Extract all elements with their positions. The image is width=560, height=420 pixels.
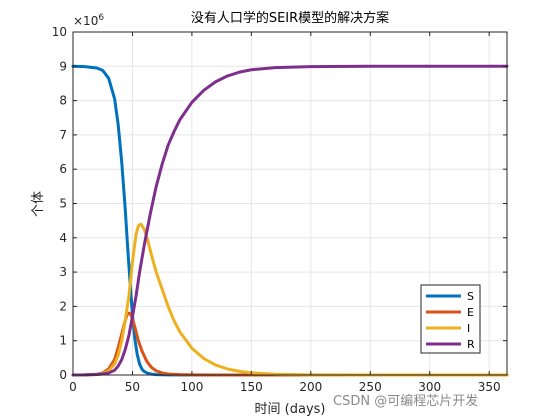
series-line-i	[71, 222, 509, 377]
legend-label-s: S	[467, 290, 474, 303]
y-tick-label: 9	[59, 59, 67, 73]
legend-label-e: E	[467, 306, 474, 319]
y-tick-label: 3	[59, 265, 67, 279]
y-tick-label: 5	[59, 197, 67, 211]
x-tick-label: 0	[69, 380, 77, 394]
y-axis-exponent-power: 6	[98, 13, 104, 23]
chart-title: 没有人口学的SEIR模型的解决方案	[191, 10, 389, 26]
x-tick-label: 200	[299, 380, 322, 394]
y-tick-label: 8	[59, 94, 67, 108]
y-tick-label: 7	[59, 128, 67, 142]
series-line-r	[71, 64, 509, 377]
x-tick-label: 150	[240, 380, 263, 394]
legend-label-i: I	[467, 322, 470, 335]
y-tick-label: 1	[59, 334, 67, 348]
y-axis-exponent: ×106	[73, 13, 104, 28]
x-tick-label: 250	[359, 380, 382, 394]
y-tick-label: 6	[59, 162, 67, 176]
y-tick-label: 2	[59, 299, 67, 313]
y-tick-label: 0	[59, 368, 67, 382]
legend-label-r: R	[467, 338, 475, 351]
x-tick-label: 100	[180, 380, 203, 394]
axis-ticks: 0 50 100 150 200 250 300 350 0 1 2 3 4 5 6 7 8 9 10	[52, 25, 507, 394]
x-tick-label: 300	[418, 380, 441, 394]
legend: SEIR	[420, 284, 481, 354]
x-axis-label: 时间 (days)	[255, 402, 326, 417]
x-tick-label: 50	[125, 380, 140, 394]
y-tick-label: 4	[59, 231, 67, 245]
x-tick-label: 350	[478, 380, 501, 394]
y-axis-label: 个体	[31, 191, 46, 217]
y-axis-exponent-base: ×10	[73, 14, 98, 28]
legend-entries: SEIR	[426, 290, 475, 351]
watermark: CSDN @可编程芯片开发	[333, 393, 478, 409]
y-tick-label: 10	[52, 25, 67, 39]
